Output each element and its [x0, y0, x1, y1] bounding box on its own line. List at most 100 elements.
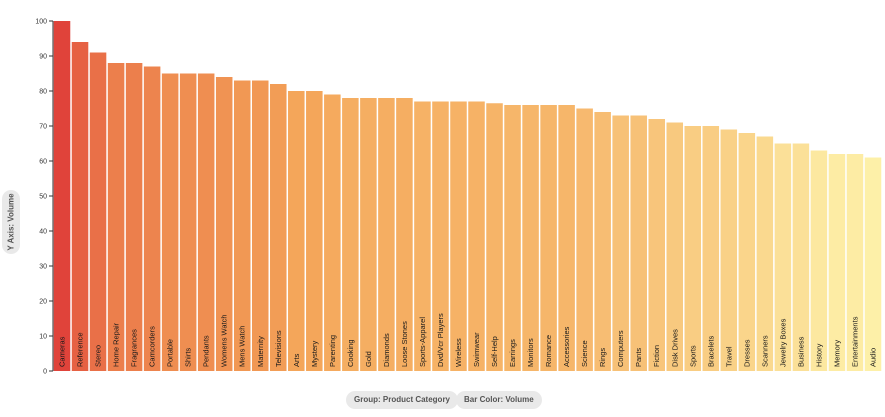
bar[interactable]: [810, 150, 828, 372]
bar[interactable]: [738, 133, 756, 371]
bar[interactable]: [71, 42, 89, 371]
y-tick-label: 0: [43, 369, 47, 376]
bar[interactable]: [53, 21, 71, 371]
bar-label: Pendants: [202, 335, 211, 367]
bar-label: Diamonds: [382, 333, 391, 367]
y-tick-label: 50: [39, 194, 47, 201]
bar[interactable]: [684, 126, 702, 371]
group-selector[interactable]: Group: Product Category: [346, 391, 459, 409]
bar[interactable]: [468, 101, 485, 372]
bar[interactable]: [396, 98, 413, 371]
bars-group: Cameras Reference Stereo Home Repair Fragran…: [53, 21, 882, 372]
bar-label: Accessories: [562, 326, 571, 367]
bar[interactable]: [702, 126, 720, 371]
bar-label: Camcorders: [148, 326, 157, 367]
bar[interactable]: [414, 101, 431, 372]
bar-label: Entertainments: [850, 316, 859, 367]
bar[interactable]: [576, 108, 593, 372]
bar[interactable]: [324, 94, 341, 372]
bar-label: Self-Help: [490, 336, 499, 367]
bar-label: Earrings: [508, 339, 517, 367]
bar[interactable]: [179, 73, 197, 372]
bar[interactable]: [197, 73, 215, 372]
bar[interactable]: [233, 80, 251, 372]
bar-label: Portable: [166, 339, 175, 367]
bar-label: Mens Watch: [238, 326, 247, 367]
bar-label: Arts: [292, 353, 301, 367]
bar-label: Shirts: [184, 348, 193, 367]
bar[interactable]: [306, 91, 323, 371]
bar[interactable]: [720, 129, 738, 372]
bar-label: Romance: [544, 335, 553, 367]
bar[interactable]: [450, 101, 467, 372]
bar[interactable]: [251, 80, 269, 372]
bar-label: Fragrances: [130, 329, 139, 367]
bar[interactable]: [864, 157, 882, 372]
y-tick-label: 80: [39, 89, 47, 96]
bar-label: Mystery: [310, 341, 319, 368]
bar[interactable]: [630, 115, 647, 372]
bar-label: History: [814, 343, 823, 367]
bar[interactable]: [270, 84, 287, 371]
y-tick-label: 70: [39, 124, 47, 131]
bar-label: Cameras: [58, 336, 67, 367]
bar-label: Dresses: [742, 339, 751, 367]
bar-label: Disk Drives: [670, 329, 679, 367]
bar[interactable]: [792, 143, 810, 372]
y-tick-label: 40: [39, 229, 47, 236]
bar-label: Maternity: [256, 336, 265, 367]
bar[interactable]: [107, 63, 125, 371]
bar[interactable]: [522, 105, 539, 371]
bar-label: Sports-Apparel: [418, 317, 427, 367]
bar-label: Home Repair: [112, 322, 121, 367]
bar[interactable]: [594, 112, 611, 371]
bar[interactable]: [161, 73, 179, 372]
bar[interactable]: [756, 136, 774, 372]
bar-label: Scanners: [760, 335, 769, 367]
bar[interactable]: [215, 77, 233, 371]
bar-label: Fiction: [652, 345, 661, 367]
y-tick-label: 10: [39, 334, 47, 341]
bar[interactable]: [774, 143, 792, 372]
y-tick-label: 20: [39, 299, 47, 306]
bar-label: Womens Watch: [220, 314, 229, 367]
bar[interactable]: [125, 63, 143, 371]
bar-label: Swimwear: [472, 332, 481, 367]
bar-label: Monitors: [526, 338, 535, 367]
bar[interactable]: [540, 105, 557, 371]
y-axis: 0 10 20 30 40 50 60 70 80 90 100: [35, 19, 54, 376]
bar[interactable]: [89, 52, 107, 372]
bar[interactable]: [143, 66, 161, 372]
bar[interactable]: [828, 154, 846, 371]
bar-label: Jewelry Boxes: [778, 318, 787, 367]
bar-label: Gold: [364, 351, 373, 367]
bar-label: Travel: [724, 346, 733, 367]
bar[interactable]: [360, 98, 377, 371]
bar[interactable]: [558, 105, 575, 371]
bar[interactable]: [612, 115, 629, 372]
bar-color-selector[interactable]: Bar Color: Volume: [456, 391, 542, 409]
bar-label: Reference: [76, 332, 85, 367]
bar[interactable]: [486, 103, 503, 371]
bar[interactable]: [378, 98, 395, 371]
y-tick-label: 30: [39, 264, 47, 271]
bar[interactable]: [648, 119, 665, 371]
y-axis-selector[interactable]: Y Axis: Volume: [2, 190, 20, 254]
bar[interactable]: [846, 154, 864, 371]
bar[interactable]: [666, 122, 684, 372]
y-tick-label: 60: [39, 159, 47, 166]
bar-label: Televisions: [274, 330, 283, 367]
bar[interactable]: [432, 101, 449, 372]
bar[interactable]: [504, 105, 521, 371]
bar-label: Audio: [868, 348, 877, 367]
bar[interactable]: [342, 98, 359, 371]
bar-label: Science: [580, 340, 589, 367]
bar[interactable]: [288, 91, 305, 371]
bar-label: Stereo: [94, 345, 103, 367]
bar-label: Rings: [598, 348, 607, 367]
y-axis-label: Y Axis: Volume: [6, 193, 16, 251]
bar-label: Wireless: [454, 338, 463, 367]
bar-label: Bracelets: [706, 335, 715, 367]
bar-label: Parenting: [328, 335, 337, 367]
